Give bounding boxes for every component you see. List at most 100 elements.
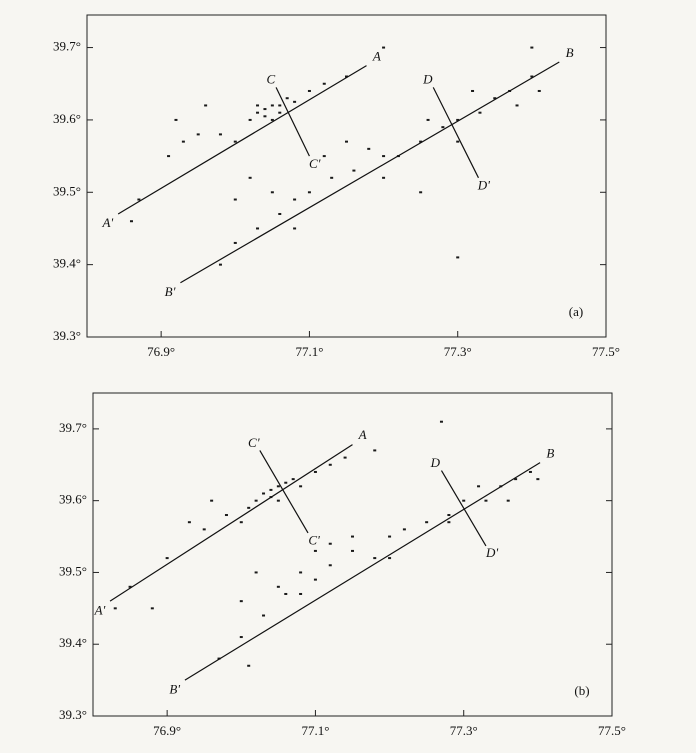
epicenter xyxy=(254,499,258,502)
epicenter xyxy=(187,521,191,524)
epicenter xyxy=(293,227,297,230)
epicenter xyxy=(293,100,297,103)
epicenter xyxy=(293,198,297,201)
epicenter xyxy=(248,176,252,179)
epicenter xyxy=(515,104,519,107)
epicenter xyxy=(263,115,267,118)
epicenter xyxy=(278,212,282,215)
profile-line xyxy=(109,444,353,602)
epicenter xyxy=(322,82,326,85)
x-tick-label: 77.3° xyxy=(444,344,472,359)
epicenter xyxy=(284,592,288,595)
epicenter xyxy=(382,46,386,49)
profile-start-label: A' xyxy=(101,215,113,230)
epicenter xyxy=(351,549,354,552)
epicenter xyxy=(388,557,392,560)
epicenter xyxy=(439,420,443,423)
profile-line xyxy=(180,61,560,284)
epicenter xyxy=(233,140,237,143)
y-tick-label: 39.6° xyxy=(59,492,87,507)
profile-start-label: A' xyxy=(94,603,106,618)
x-tick-label: 77.5° xyxy=(598,723,626,738)
epicenter xyxy=(299,571,303,574)
epicenter xyxy=(285,97,289,100)
epicenter xyxy=(328,564,332,567)
epicenter xyxy=(270,191,274,194)
panel-label: (b) xyxy=(574,683,589,698)
epicenter xyxy=(471,89,475,92)
epicenter xyxy=(322,155,326,158)
x-tick-label: 77.3° xyxy=(450,723,478,738)
epicenter xyxy=(291,478,295,481)
epicenter xyxy=(269,488,273,491)
epicenter xyxy=(493,97,497,100)
epicenter xyxy=(248,118,252,121)
epicenter xyxy=(278,111,282,114)
epicenter xyxy=(425,521,429,524)
x-tick-label: 76.9° xyxy=(147,344,175,359)
epicenter xyxy=(456,256,460,259)
epicenter xyxy=(262,614,266,617)
epicenter xyxy=(330,176,334,179)
epicenter xyxy=(419,191,423,194)
panel-label: (a) xyxy=(569,304,583,319)
plot-frame xyxy=(92,392,613,717)
epicenter xyxy=(247,506,251,509)
profile-start-label: B' xyxy=(169,681,180,696)
epicenter xyxy=(506,499,510,502)
profile-end-label: B xyxy=(566,45,574,60)
epicenter xyxy=(276,485,280,488)
profile-line xyxy=(259,450,309,534)
epicenter xyxy=(239,521,243,524)
epicenter xyxy=(233,198,237,201)
profile-line xyxy=(184,462,541,681)
x-tick-label: 77.1° xyxy=(295,344,323,359)
profile-start-label: C xyxy=(266,72,275,87)
epicenter xyxy=(402,528,406,531)
epicenter xyxy=(484,499,488,502)
epicenter xyxy=(447,521,451,524)
epicenter xyxy=(218,133,222,136)
epicenter xyxy=(514,478,518,481)
epicenter xyxy=(530,75,534,78)
epicenter xyxy=(233,241,237,244)
profile-start-label: C' xyxy=(248,435,260,450)
profile-end-label: B xyxy=(546,445,554,460)
profile-line xyxy=(432,87,480,179)
epicenter xyxy=(128,585,132,588)
profile-end-label: A xyxy=(372,48,381,63)
epicenter xyxy=(299,485,303,488)
epicenter xyxy=(441,126,445,129)
y-tick-label: 39.3° xyxy=(53,328,81,343)
epicenter xyxy=(196,133,200,136)
y-tick-label: 39.6° xyxy=(53,111,81,126)
y-tick-label: 39.3° xyxy=(59,707,87,722)
epicenter xyxy=(419,140,423,143)
profile-end-label: D' xyxy=(477,178,490,193)
epicenter xyxy=(382,155,386,158)
epicenter xyxy=(536,478,540,481)
epicenter xyxy=(129,220,133,223)
epicenter xyxy=(256,104,260,107)
x-tick-label: 76.9° xyxy=(153,723,181,738)
epicenter xyxy=(276,499,280,502)
epicenter xyxy=(447,514,451,517)
epicenter xyxy=(256,227,260,230)
profile-end-label: C' xyxy=(308,532,320,547)
epicenter xyxy=(247,664,251,667)
epicenter xyxy=(181,140,185,143)
profile-end-label: C' xyxy=(309,156,321,171)
epicenter xyxy=(528,470,532,473)
epicenter xyxy=(313,549,317,552)
epicenter xyxy=(456,118,460,121)
epicenter xyxy=(263,108,267,111)
epicenter xyxy=(218,263,222,266)
epicenter xyxy=(352,169,356,172)
x-tick-label: 77.1° xyxy=(301,723,329,738)
epicenter xyxy=(478,111,482,114)
epicenter xyxy=(276,585,280,588)
y-tick-label: 39.7° xyxy=(53,39,81,54)
profile-end-label: D' xyxy=(485,545,498,560)
profile-line xyxy=(275,87,310,157)
profile-start-label: D xyxy=(430,455,441,470)
